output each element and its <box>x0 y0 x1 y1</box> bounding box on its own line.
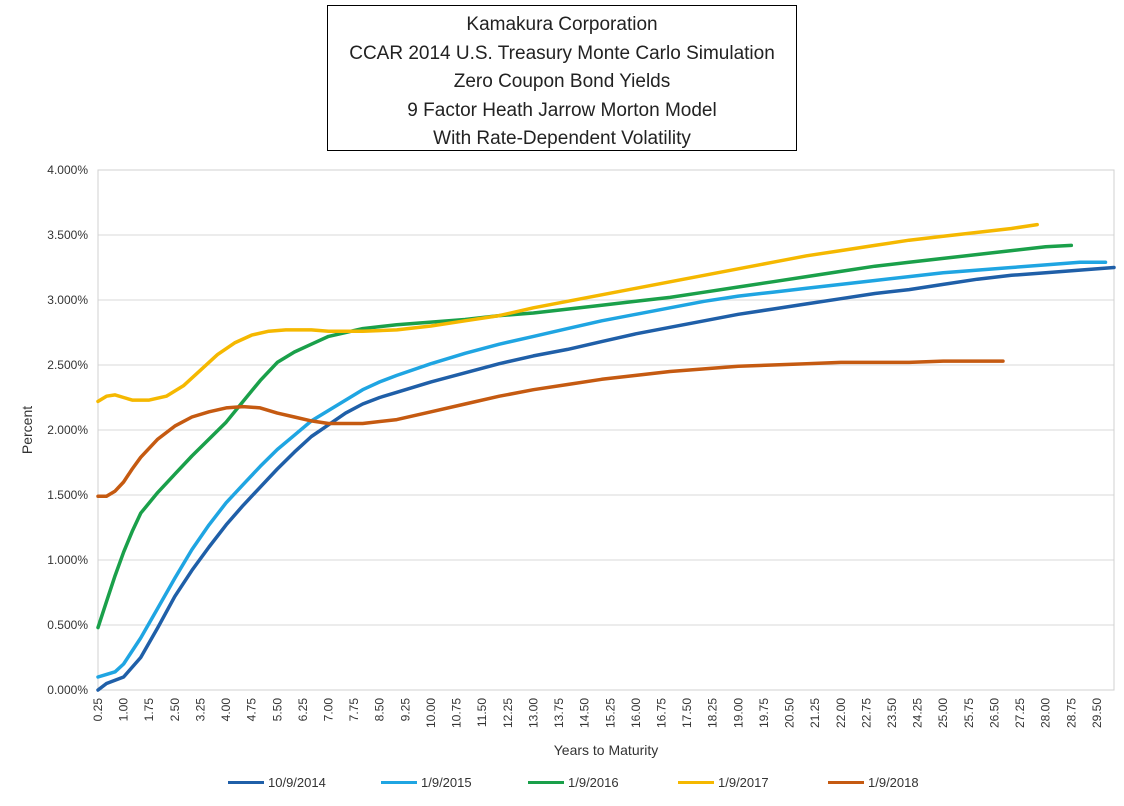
y-tick-label: 1.000% <box>47 553 88 567</box>
y-tick-label: 4.000% <box>47 163 88 177</box>
series-line-4 <box>96 222 1039 404</box>
series-line-2 <box>96 260 1108 679</box>
legend-swatch <box>828 780 864 784</box>
x-tick-label: 1.00 <box>117 698 131 722</box>
x-tick-label: 13.00 <box>526 698 540 728</box>
series-line-1 <box>96 265 1116 692</box>
chart-title-line-5: With Rate-Dependent Volatility <box>433 128 691 149</box>
x-tick-label: 10.75 <box>450 698 464 728</box>
x-tick-label: 13.75 <box>552 698 566 728</box>
x-tick-label: 16.75 <box>654 698 668 728</box>
plot-area-border <box>97 169 1115 691</box>
y-tick-label: 1.500% <box>47 488 88 502</box>
x-tick-label: 22.00 <box>834 698 848 728</box>
x-tick-label: 3.25 <box>193 698 207 722</box>
x-tick-label: 9.25 <box>398 698 412 722</box>
gridlines <box>98 169 1114 691</box>
legend-item: 1/9/2016 <box>528 770 619 794</box>
y-tick-label: 0.000% <box>47 683 88 697</box>
x-tick-label: 22.75 <box>859 698 873 728</box>
x-tick-label: 8.50 <box>373 698 387 722</box>
legend-swatch <box>381 780 417 784</box>
x-tick-label: 19.75 <box>757 698 771 728</box>
x-tick-label: 1.75 <box>142 698 156 722</box>
legend-item: 1/9/2015 <box>381 770 472 794</box>
x-tick-label: 17.50 <box>680 698 694 728</box>
y-tick-label: 2.000% <box>47 423 88 437</box>
legend-label: 10/9/2014 <box>268 774 326 790</box>
chart: 0.000% 0.500% 1.000% 1.500% 2.000% 2.500% 3.00… <box>19 163 1116 758</box>
x-tick-label: 15.25 <box>603 698 617 728</box>
x-tick-label: 0.25 <box>91 698 105 722</box>
x-tick-label: 29.50 <box>1090 698 1104 728</box>
x-tick-label: 5.50 <box>270 698 284 722</box>
x-tick-label: 19.00 <box>731 698 745 728</box>
x-tick-label: 25.75 <box>962 698 976 728</box>
x-tick-label: 4.75 <box>245 698 259 722</box>
x-tick-label: 2.50 <box>168 698 182 722</box>
legend-swatch <box>528 780 564 784</box>
x-tick-label: 18.25 <box>706 698 720 728</box>
legend: 10/9/2014 1/9/2015 1/9/2016 1/9/2017 1/9/201… <box>0 770 1124 794</box>
legend-item: 10/9/2014 <box>228 770 326 794</box>
x-axis-label: Years to Maturity <box>554 742 659 758</box>
y-tick-label: 3.500% <box>47 228 88 242</box>
legend-item: 1/9/2017 <box>678 770 769 794</box>
x-tick-label: 4.00 <box>219 698 233 722</box>
x-tick-label: 7.75 <box>347 698 361 722</box>
legend-label: 1/9/2015 <box>421 774 472 790</box>
x-tick-label: 24.25 <box>911 698 925 728</box>
y-axis-ticks: 0.000% 0.500% 1.000% 1.500% 2.000% 2.500% 3.00… <box>47 163 88 697</box>
legend-item: 1/9/2018 <box>828 770 919 794</box>
x-tick-label: 23.50 <box>885 698 899 728</box>
series-line-3 <box>96 243 1074 630</box>
chart-title-line-3: Zero Coupon Bond Yields <box>453 71 671 92</box>
chart-title-line-2: CCAR 2014 U.S. Treasury Monte Carlo Simu… <box>349 42 775 64</box>
x-tick-label: 14.50 <box>578 698 592 728</box>
x-tick-label: 10.00 <box>424 698 438 728</box>
x-tick-label: 7.00 <box>322 698 336 722</box>
chart-title-line-1: Kamakura Corporation <box>466 14 658 35</box>
legend-label: 1/9/2017 <box>718 774 769 790</box>
x-tick-label: 26.50 <box>987 698 1001 728</box>
series-lines <box>96 222 1116 692</box>
x-tick-label: 27.25 <box>1013 698 1027 728</box>
legend-swatch <box>228 780 264 784</box>
chart-title-line-4: 9 Factor Heath Jarrow Morton Model <box>407 99 717 121</box>
y-tick-label: 0.500% <box>47 618 88 632</box>
y-tick-label: 2.500% <box>47 358 88 372</box>
x-tick-label: 16.00 <box>629 698 643 728</box>
x-tick-label: 21.25 <box>808 698 822 728</box>
series-line-5 <box>96 359 1005 499</box>
x-tick-label: 12.25 <box>501 698 515 728</box>
x-tick-label: 28.75 <box>1064 698 1078 728</box>
x-tick-label: 28.00 <box>1039 698 1053 728</box>
y-tick-label: 3.000% <box>47 293 88 307</box>
chart-title-box: Kamakura Corporation CCAR 2014 U.S. Trea… <box>327 5 797 151</box>
x-tick-label: 6.25 <box>296 698 310 722</box>
legend-label: 1/9/2018 <box>868 774 919 790</box>
legend-swatch <box>678 780 714 784</box>
legend-label: 1/9/2016 <box>568 774 619 790</box>
x-tick-label: 25.00 <box>936 698 950 728</box>
x-tick-label: 20.50 <box>783 698 797 728</box>
y-axis-label: Percent <box>19 406 35 454</box>
x-axis-ticks: 0.25 1.00 1.75 2.50 3.25 4.00 4.75 5.50 6.25 7.00… <box>91 698 1104 728</box>
x-tick-label: 11.50 <box>475 698 489 727</box>
